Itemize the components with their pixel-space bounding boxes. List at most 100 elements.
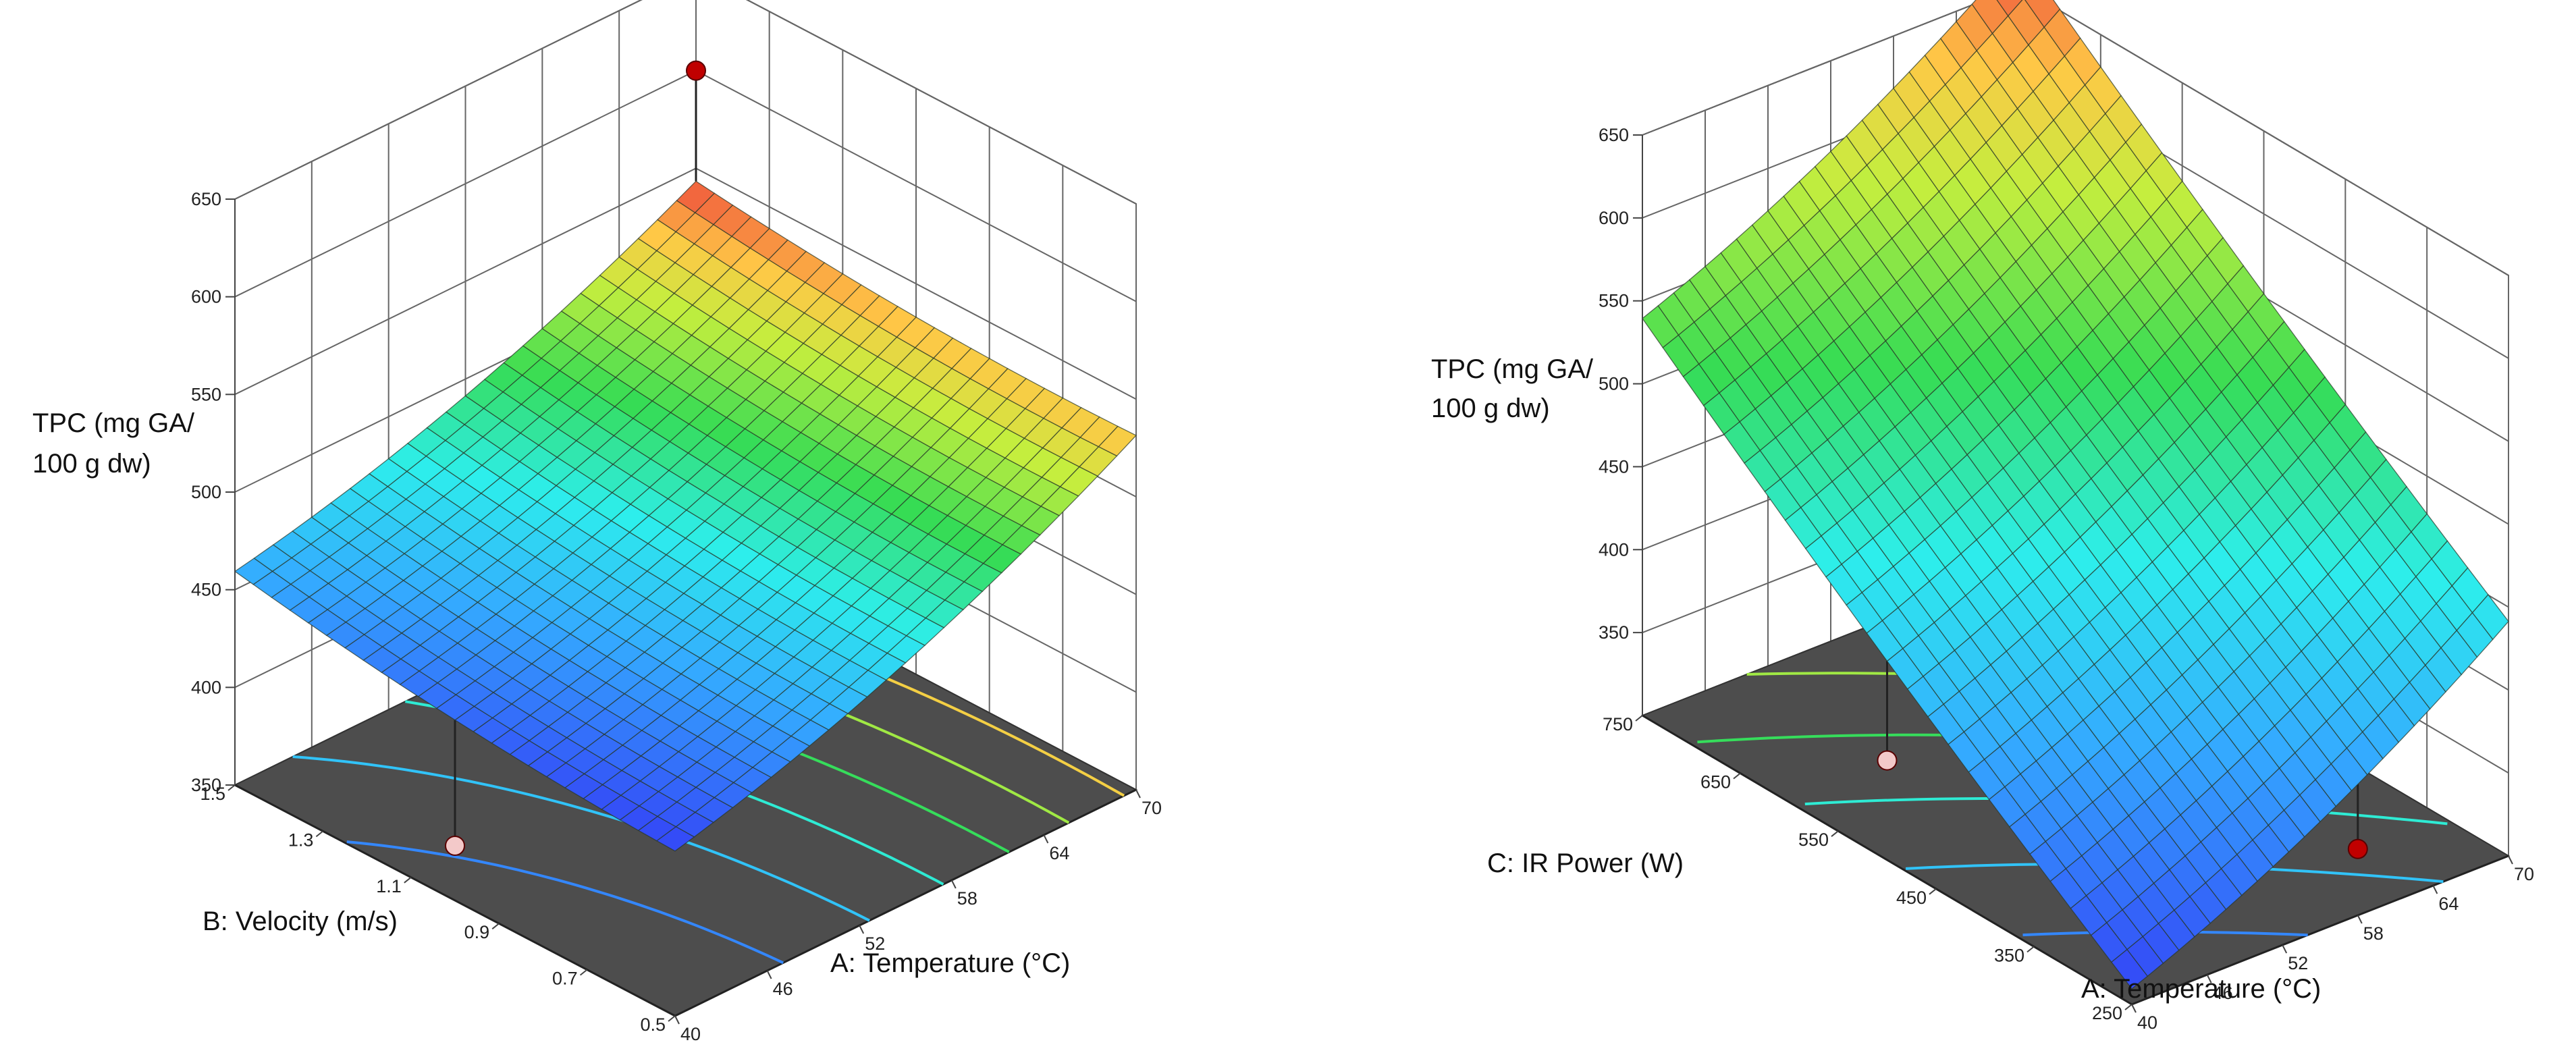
z-tick-label: 550 [1599, 291, 1629, 311]
x-tick-mark [950, 880, 957, 889]
x-axis-label: A: Temperature (°C) [830, 948, 1070, 978]
y-tick-label: 550 [1798, 830, 1829, 850]
y-tick-mark [491, 923, 500, 929]
x-tick-mark [674, 1015, 680, 1025]
z-tick-label: 600 [191, 287, 221, 307]
floor-edges [1642, 714, 2509, 1006]
wall-left-grid-horizontal [234, 167, 697, 396]
x-tick-mark [2357, 915, 2363, 924]
surface-cell [676, 180, 716, 213]
surface-plot-left-svg: 3504004505005506006504046525864700.50.70… [32, 0, 1162, 1044]
z-axis-label-line2: 100 g dw) [32, 449, 151, 479]
wall-right-grid-horizontal [2040, 0, 2509, 276]
design-point-4 [2347, 838, 2368, 859]
y-tick-mark [2027, 946, 2035, 953]
z-tick-label: 350 [1599, 622, 1629, 643]
y-tick-label: 250 [2092, 1003, 2122, 1023]
z-axis-label-line2: 100 g dw) [1431, 394, 1550, 423]
x-tick-label: 58 [2363, 923, 2384, 944]
wall-left-grid-horizontal [234, 70, 697, 298]
z-axis-label-line1: TPC (mg GA/ [1431, 354, 1594, 384]
y-tick-label: 1.3 [288, 830, 314, 850]
y-axis-label: C: IR Power (W) [1487, 848, 1684, 878]
y-tick-mark [579, 969, 588, 976]
x-tick-label: 46 [2213, 983, 2233, 1003]
x-axis: 40 46 52 58 64 70 [674, 789, 1162, 1044]
z-tick-label: 500 [1599, 374, 1629, 394]
floor-edge [674, 788, 1137, 1017]
x-tick-label: 64 [1049, 843, 1069, 863]
x-tick-mark [2282, 944, 2288, 954]
x-tick-mark [2206, 974, 2212, 983]
z-tick-label: 650 [1599, 125, 1629, 145]
x-tick-mark [1043, 834, 1049, 844]
surface-cell [2024, 0, 2061, 28]
y-axis-label: B: Velocity (m/s) [203, 907, 398, 936]
z-tick-label: 450 [191, 580, 221, 600]
y-tick-label: 1.1 [376, 876, 402, 896]
y-tick-mark [1733, 772, 1741, 780]
x-tick-label: 40 [680, 1024, 701, 1044]
x-tick-label: 70 [1142, 798, 1162, 818]
y-axis: 0.5 0.7 0.9 1.1 1.3 1.5 [200, 784, 676, 1035]
x-tick-mark [2131, 1004, 2137, 1013]
y-tick-label: 1.5 [200, 784, 225, 804]
x-tick-mark [766, 970, 772, 979]
y-tick-mark [1929, 888, 1937, 895]
x-tick-label: 70 [2514, 864, 2534, 884]
design-point-3 [686, 60, 706, 81]
z-axis-label-line1: TPC (mg GA/ [32, 408, 195, 438]
x-tick-label: 40 [2137, 1013, 2157, 1033]
wall-left-grid-horizontal [1642, 0, 1987, 136]
y-tick-label: 450 [1896, 888, 1927, 908]
design-point-5 [1877, 750, 1898, 771]
y-tick-label: 0.7 [552, 969, 578, 989]
design-point-5 [445, 835, 465, 856]
x-tick-mark [2432, 885, 2438, 894]
z-tick-label: 400 [191, 677, 221, 697]
surface-cell [1996, 0, 2023, 17]
x-axis: 40 46 52 58 64 70 [2131, 855, 2534, 1033]
x-axis-label: A: Temperature (°C) [2081, 974, 2321, 1004]
contour-line [346, 840, 784, 965]
surface-cell [2007, 0, 2045, 46]
y-tick-label: 0.5 [640, 1015, 666, 1035]
y-tick-label: 0.9 [464, 922, 490, 942]
x-tick-label: 52 [865, 934, 885, 954]
response-surface [234, 180, 1137, 852]
wall-right-grid-horizontal [746, 0, 1137, 205]
response-surface [1642, 0, 2509, 990]
surface-plot-temperature-irpower: 350 400 450 500 550 600 650 40 46 52 58 64 70 250 350 4… [1288, 0, 2576, 1053]
x-tick-mark [2508, 855, 2513, 865]
y-tick-label: 650 [1700, 772, 1731, 792]
floor-edge [234, 784, 676, 1017]
z-tick-label: 600 [1599, 208, 1629, 228]
wall-right-grid-horizontal [695, 167, 1137, 400]
z-tick-label: 500 [191, 482, 221, 502]
z-tick-label: 450 [1599, 456, 1629, 477]
x-tick-label: 64 [2438, 894, 2459, 914]
wall-right-grid-horizontal [695, 70, 1137, 302]
surface-cell [1971, 0, 2009, 34]
z-tick-label: 400 [1599, 539, 1629, 560]
floor-edge [2131, 855, 2509, 1006]
y-tick-mark [227, 784, 236, 791]
z-axis: 350 400 450 500 550 600 650 [191, 189, 236, 795]
y-tick-mark [1635, 715, 1643, 722]
x-tick-mark [859, 925, 865, 934]
surface-plot-right-svg: 350 400 450 500 550 600 650 40 46 52 58 64 70 250 350 4… [1431, 0, 2534, 1033]
x-tick-label: 46 [773, 979, 793, 999]
y-tick-mark [668, 1015, 676, 1022]
y-tick-label: 750 [1603, 714, 1633, 734]
wall-left-grid-horizontal [234, 0, 643, 200]
floor-edges [234, 784, 1137, 1017]
x-tick-label: 58 [957, 888, 977, 909]
y-tick-label: 350 [1994, 945, 2024, 965]
y-axis: 250 350 450 550 650 750 [1603, 714, 2132, 1023]
z-tick-label: 550 [191, 384, 221, 404]
z-tick-label: 350 [191, 775, 221, 795]
z-tick-label: 650 [191, 189, 221, 209]
y-tick-mark [2124, 1004, 2132, 1010]
x-tick-mark [1135, 789, 1141, 799]
y-tick-mark [1831, 830, 1839, 837]
